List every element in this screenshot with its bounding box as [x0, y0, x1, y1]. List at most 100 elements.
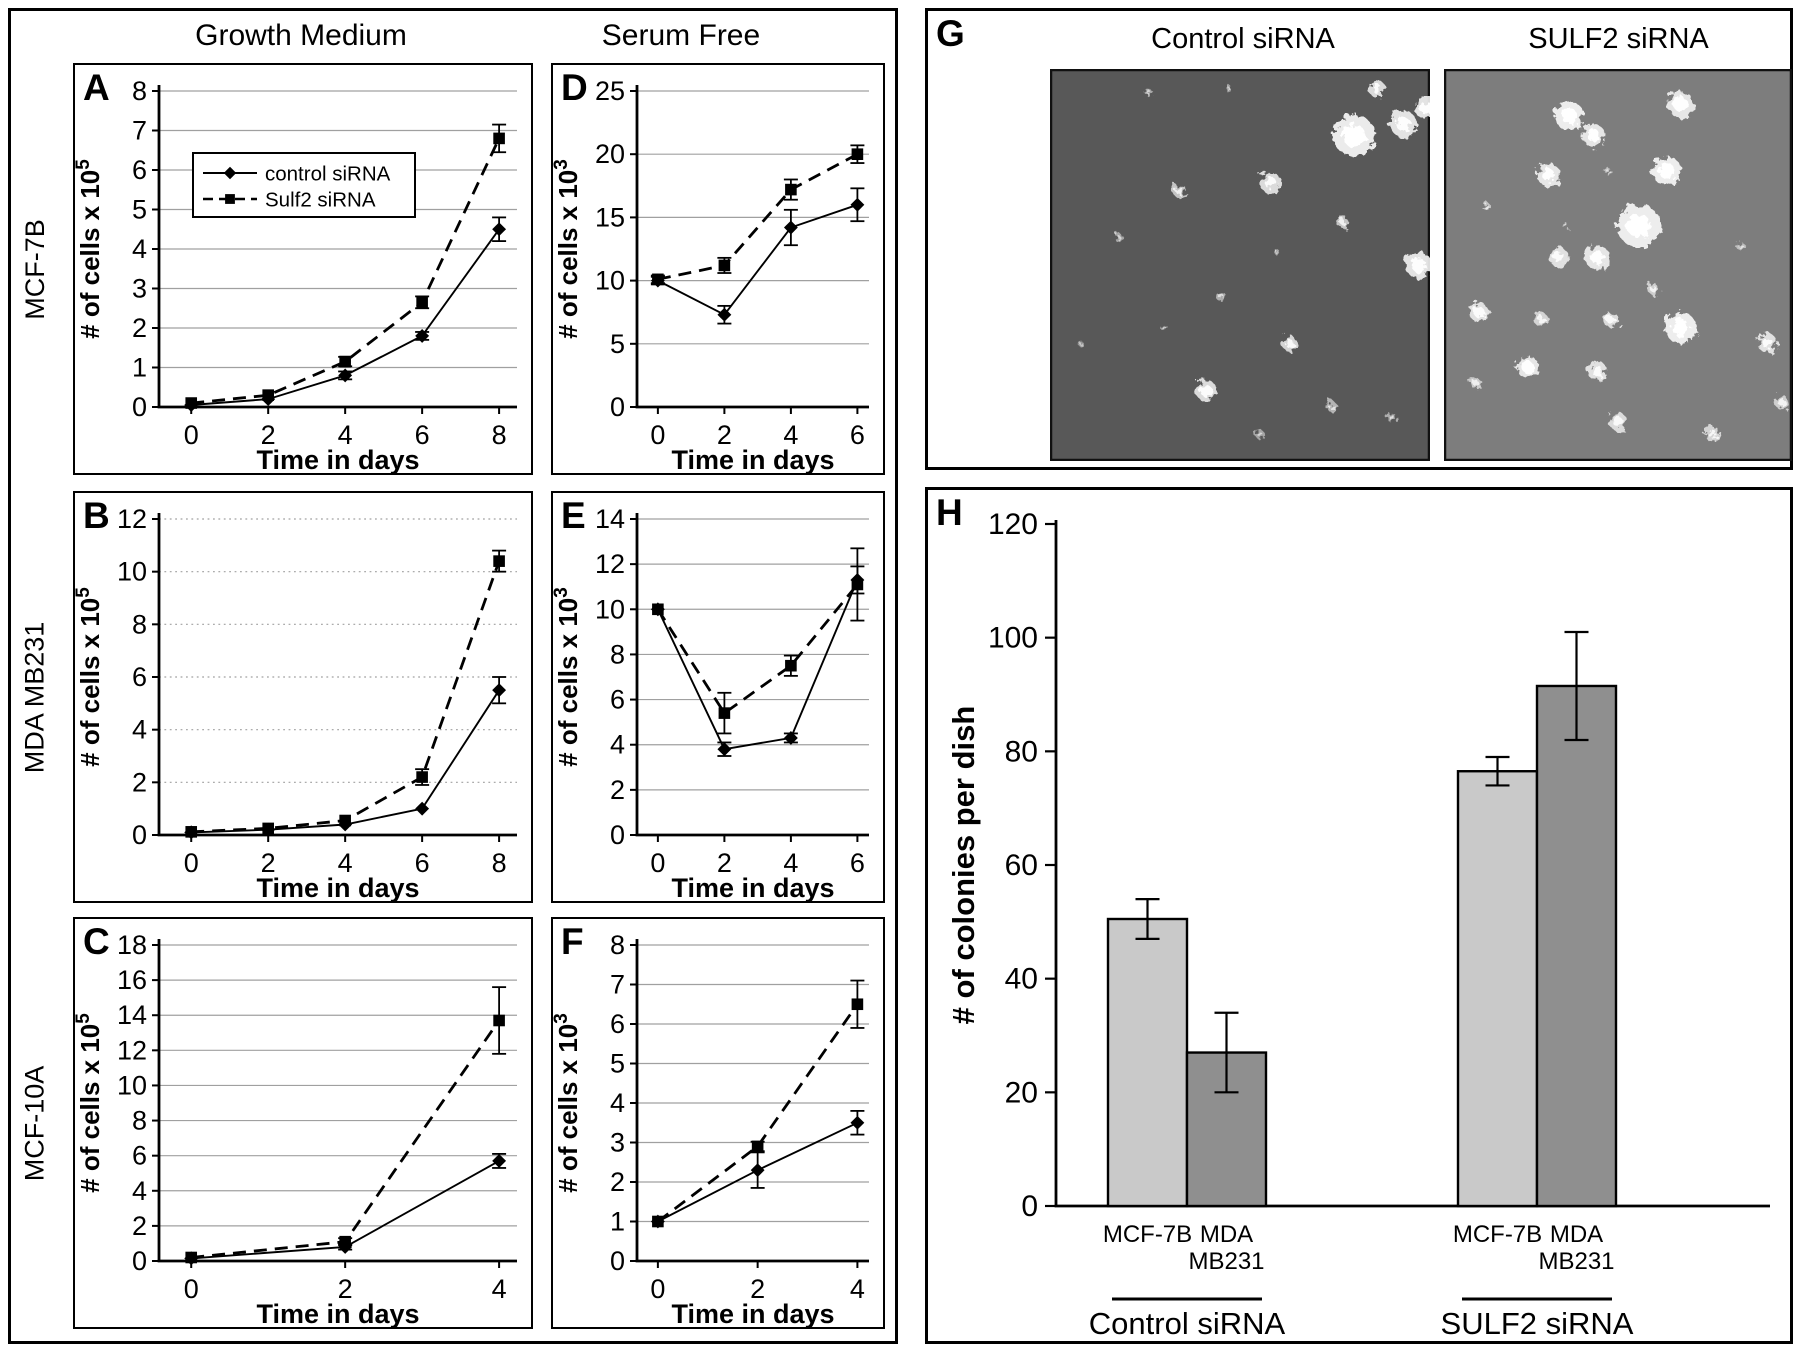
row-label-mcf-10a-text: MCF-10A	[19, 1065, 50, 1181]
row-label-mda-mb231-text: MDA MB231	[19, 621, 50, 773]
svg-text:12: 12	[117, 1035, 147, 1065]
svg-text:5: 5	[610, 1049, 625, 1079]
row-label-mcf-7b-text: MCF-7B	[19, 218, 50, 320]
chart-E-serumfree-mdamb231: 0 2 4 6 8 10 12 14 0 2 4 6 Time in days # of cells x …	[553, 504, 869, 901]
svg-text:80: 80	[1005, 735, 1038, 768]
svg-text:4: 4	[132, 1176, 147, 1206]
micrograph-control-sirna	[1050, 69, 1430, 461]
svg-text:0: 0	[132, 820, 147, 850]
svg-text:Time in days: Time in days	[671, 445, 834, 473]
micrograph-sulf2-sirna	[1444, 69, 1792, 461]
svg-text:0: 0	[610, 820, 625, 850]
svg-text:Time in days: Time in days	[256, 873, 419, 901]
svg-text:8: 8	[492, 848, 507, 878]
column-header-serum-free: Serum Free	[601, 19, 761, 52]
svg-text:25: 25	[595, 76, 625, 106]
svg-text:5: 5	[132, 195, 147, 225]
panel-H-letter: H	[936, 492, 963, 533]
row-label-mcf-10a: MCF-10A	[5, 1065, 65, 1181]
svg-text:Control siRNA: Control siRNA	[1089, 1306, 1286, 1341]
svg-text:# of cells x 103: # of cells x 103	[553, 587, 583, 767]
svg-text:MCF-7B: MCF-7B	[1453, 1221, 1542, 1248]
svg-text:6: 6	[132, 662, 147, 692]
panel-B: B 0 2 4 6 8 10 12 0 2 4 6 8 Time in days # of cells x…	[73, 491, 533, 903]
svg-text:0: 0	[184, 420, 199, 450]
svg-text:16: 16	[117, 965, 147, 995]
svg-text:8: 8	[610, 930, 625, 960]
svg-text:0: 0	[650, 848, 665, 878]
svg-text:MDA: MDA	[1550, 1221, 1603, 1248]
svg-text:# of colonies per dish: # of colonies per dish	[946, 706, 981, 1025]
svg-text:2: 2	[610, 1167, 625, 1197]
svg-text:15: 15	[595, 202, 625, 232]
panel-G: G Control siRNA SULF2 siRNA	[925, 8, 1793, 470]
svg-text:4: 4	[132, 715, 147, 745]
svg-text:18: 18	[117, 930, 147, 960]
svg-text:1: 1	[132, 353, 147, 383]
svg-text:2: 2	[132, 1211, 147, 1241]
svg-text:20: 20	[1005, 1076, 1038, 1109]
svg-text:Time in days: Time in days	[256, 1299, 419, 1327]
panel-E-letter: E	[561, 495, 586, 536]
svg-text:0: 0	[1021, 1190, 1038, 1223]
svg-text:4: 4	[850, 1274, 865, 1304]
svg-text:Time in days: Time in days	[256, 445, 419, 473]
chart-A-growth-mcf7b: 0 1 2 3 4 5 6 7 8 0 2 4 6 8 Time in days # of cells x 1…	[75, 76, 517, 473]
chart-F-serumfree-mcf10a: 0 1 2 3 4 5 6 7 8 0 2 4 Time in days # of cells x 103	[553, 930, 869, 1327]
svg-text:MDA: MDA	[1200, 1221, 1253, 1248]
svg-text:2: 2	[750, 1274, 765, 1304]
svg-text:14: 14	[595, 504, 625, 534]
micrograph-title-control-sirna: Control siRNA	[1151, 23, 1335, 55]
svg-text:2: 2	[717, 420, 732, 450]
row-label-mcf-7b: MCF-7B	[5, 219, 65, 320]
svg-text:2: 2	[132, 313, 147, 343]
svg-text:MB231: MB231	[1188, 1248, 1264, 1275]
svg-text:8: 8	[492, 420, 507, 450]
svg-text:100: 100	[988, 622, 1038, 655]
panel-B-letter: B	[83, 495, 110, 536]
svg-text:Time in days: Time in days	[671, 1299, 834, 1327]
svg-text:2: 2	[610, 775, 625, 805]
svg-text:2: 2	[261, 848, 276, 878]
growth-curves-section: Growth Medium Serum Free MCF-7B MDA MB23…	[8, 8, 898, 1344]
svg-text:4: 4	[132, 234, 147, 264]
svg-text:1: 1	[610, 1207, 625, 1237]
svg-text:6: 6	[850, 848, 865, 878]
svg-text:0: 0	[184, 1274, 199, 1304]
chart-B-growth-mdamb231: 0 2 4 6 8 10 12 0 2 4 6 8 Time in days # of cells x 1…	[75, 504, 517, 901]
svg-text:0: 0	[650, 420, 665, 450]
panel-D-letter: D	[561, 67, 588, 108]
svg-text:4: 4	[783, 420, 798, 450]
svg-text:6: 6	[850, 420, 865, 450]
svg-text:2: 2	[261, 420, 276, 450]
svg-text:MCF-7B: MCF-7B	[1103, 1221, 1192, 1248]
panel-E: E 0 2 4 6 8 10 12 14 0 2 4 6 Time in days # of cells …	[551, 491, 885, 903]
svg-text:8: 8	[132, 1106, 147, 1136]
panel-F: F 0 1 2 3 4 5 6 7 8 0 2 4 Time in days # of cells x 1…	[551, 917, 885, 1329]
svg-text:8: 8	[132, 609, 147, 639]
svg-text:SULF2 siRNA: SULF2 siRNA	[1441, 1306, 1634, 1341]
svg-text:4: 4	[783, 848, 798, 878]
svg-text:4: 4	[338, 420, 353, 450]
svg-text:2: 2	[132, 767, 147, 797]
svg-text:# of cells x 105: # of cells x 105	[75, 159, 105, 339]
svg-text:3: 3	[610, 1128, 625, 1158]
svg-text:MB231: MB231	[1538, 1248, 1614, 1275]
svg-text:4: 4	[610, 730, 625, 760]
chart-H-colonies-bar: 0 20 40 60 80 100 120 # of colonies per dish MCF…	[946, 508, 1770, 1341]
svg-text:Time in days: Time in days	[671, 873, 834, 901]
svg-text:20: 20	[595, 139, 625, 169]
svg-text:6: 6	[610, 685, 625, 715]
panel-A-letter: A	[83, 67, 110, 108]
svg-text:# of cells x 103: # of cells x 103	[553, 1013, 583, 1193]
svg-text:8: 8	[610, 639, 625, 669]
svg-text:# of cells x 105: # of cells x 105	[75, 1013, 105, 1193]
svg-text:10: 10	[117, 1070, 147, 1100]
svg-text:12: 12	[117, 504, 147, 534]
panel-D: D 0 5 10 15 20 25 0 2 4 6 Time in days # of cells x…	[551, 63, 885, 475]
svg-text:7: 7	[610, 970, 625, 1000]
micrograph-title-sulf2-sirna: SULF2 siRNA	[1528, 23, 1709, 55]
svg-text:0: 0	[132, 1246, 147, 1276]
svg-text:2: 2	[717, 848, 732, 878]
